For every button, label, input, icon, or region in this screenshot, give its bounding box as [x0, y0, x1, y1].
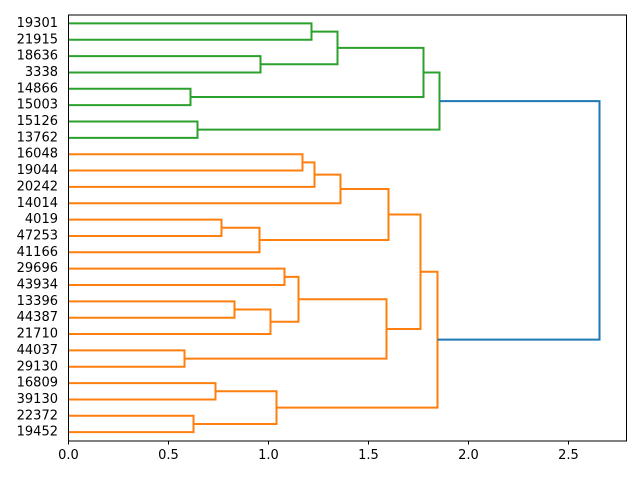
dendrogram-link-G4 [68, 120, 199, 139]
leaf-label-29130: 29130 [17, 359, 58, 374]
dendrogram-link-ROOT [437, 100, 601, 341]
x-tick-label: 0.5 [158, 448, 179, 463]
x-tick-label: 2.5 [558, 448, 579, 463]
leaf-label-21710: 21710 [17, 327, 58, 342]
dendrogram-link-O17 [276, 270, 439, 409]
dendrogram-link-G7 [197, 71, 441, 131]
leaf-label-13762: 13762 [17, 130, 58, 145]
leaf-label-39130: 39130 [17, 392, 58, 407]
leaf-label-16048: 16048 [17, 147, 58, 162]
leaf-label-19452: 19452 [17, 425, 58, 440]
dendrogram-link-O7 [68, 267, 286, 286]
leaf-label-4019: 4019 [25, 212, 58, 227]
x-tick-label: 0.0 [58, 448, 79, 463]
dendrogram-link-O4 [68, 218, 223, 237]
plot-border [68, 14, 627, 442]
leaf-label-29696: 29696 [17, 261, 58, 276]
x-tick-label: 1.5 [358, 448, 379, 463]
dendrogram-link-O3 [68, 173, 342, 205]
dendrogram-link-O1 [68, 153, 304, 172]
dendrogram-link-O11 [68, 349, 186, 368]
dendrogram-link-G5 [260, 30, 339, 66]
leaf-label-44037: 44037 [17, 343, 58, 358]
leaf-label-19044: 19044 [17, 163, 58, 178]
dendrogram-link-O16 [386, 213, 422, 330]
dendrogram-link-G2 [68, 55, 262, 74]
dendrogram-link-G3 [68, 87, 192, 107]
x-tick-label: 1.0 [258, 448, 279, 463]
leaf-label-15126: 15126 [17, 114, 58, 129]
leaf-label-43934: 43934 [17, 278, 58, 293]
leaf-label-18636: 18636 [17, 49, 58, 64]
dendrogram-link-O12 [68, 382, 217, 401]
dendrogram-link-O8 [68, 300, 236, 319]
leaf-label-15003: 15003 [17, 98, 58, 113]
leaf-label-3338: 3338 [25, 65, 58, 80]
leaf-label-14014: 14014 [17, 196, 58, 211]
dendrogram-link-G1 [68, 22, 313, 41]
leaf-label-13396: 13396 [17, 294, 58, 309]
leaf-label-21915: 21915 [17, 32, 58, 47]
dendrogram-link-O5 [68, 226, 261, 254]
leaf-label-44387: 44387 [17, 310, 58, 325]
dendrogram-link-O6 [259, 187, 390, 242]
dendrogram-link-O9 [68, 308, 272, 336]
x-tick-label: 2.0 [458, 448, 479, 463]
leaf-label-16809: 16809 [17, 376, 58, 391]
leaf-label-47253: 47253 [17, 228, 58, 243]
leaf-label-22372: 22372 [17, 408, 58, 423]
leaf-label-41166: 41166 [17, 245, 58, 260]
dendrogram-link-O13 [68, 414, 195, 434]
dendrogram-link-O14 [193, 390, 278, 425]
dendrogram-link-O15 [184, 298, 388, 360]
dendrogram-link-O2 [68, 161, 316, 188]
leaf-label-14866: 14866 [17, 81, 58, 96]
leaf-label-19301: 19301 [17, 16, 58, 31]
leaf-label-20242: 20242 [17, 179, 58, 194]
